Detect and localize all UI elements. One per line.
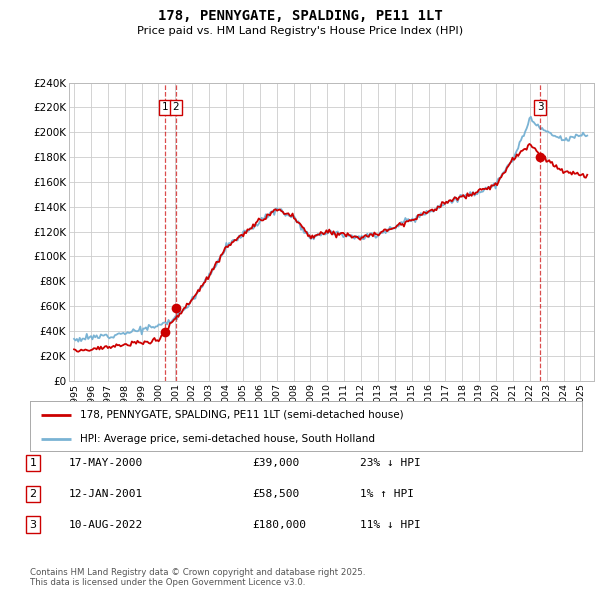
Text: 1: 1 (161, 103, 168, 113)
Text: 17-MAY-2000: 17-MAY-2000 (69, 458, 143, 468)
Text: 12-JAN-2001: 12-JAN-2001 (69, 489, 143, 499)
Text: HPI: Average price, semi-detached house, South Holland: HPI: Average price, semi-detached house,… (80, 434, 374, 444)
Text: 23% ↓ HPI: 23% ↓ HPI (360, 458, 421, 468)
Text: 1% ↑ HPI: 1% ↑ HPI (360, 489, 414, 499)
Text: 10-AUG-2022: 10-AUG-2022 (69, 520, 143, 529)
Text: £39,000: £39,000 (252, 458, 299, 468)
Text: 1: 1 (29, 458, 37, 468)
Text: 3: 3 (537, 103, 544, 113)
Text: 11% ↓ HPI: 11% ↓ HPI (360, 520, 421, 529)
Text: 178, PENNYGATE, SPALDING, PE11 1LT (semi-detached house): 178, PENNYGATE, SPALDING, PE11 1LT (semi… (80, 409, 403, 419)
Text: Contains HM Land Registry data © Crown copyright and database right 2025.
This d: Contains HM Land Registry data © Crown c… (30, 568, 365, 587)
Text: Price paid vs. HM Land Registry's House Price Index (HPI): Price paid vs. HM Land Registry's House … (137, 26, 463, 36)
Text: 3: 3 (29, 520, 37, 529)
Text: £180,000: £180,000 (252, 520, 306, 529)
Text: 2: 2 (173, 103, 179, 113)
Text: 178, PENNYGATE, SPALDING, PE11 1LT: 178, PENNYGATE, SPALDING, PE11 1LT (158, 9, 442, 23)
Text: £58,500: £58,500 (252, 489, 299, 499)
Text: 2: 2 (29, 489, 37, 499)
